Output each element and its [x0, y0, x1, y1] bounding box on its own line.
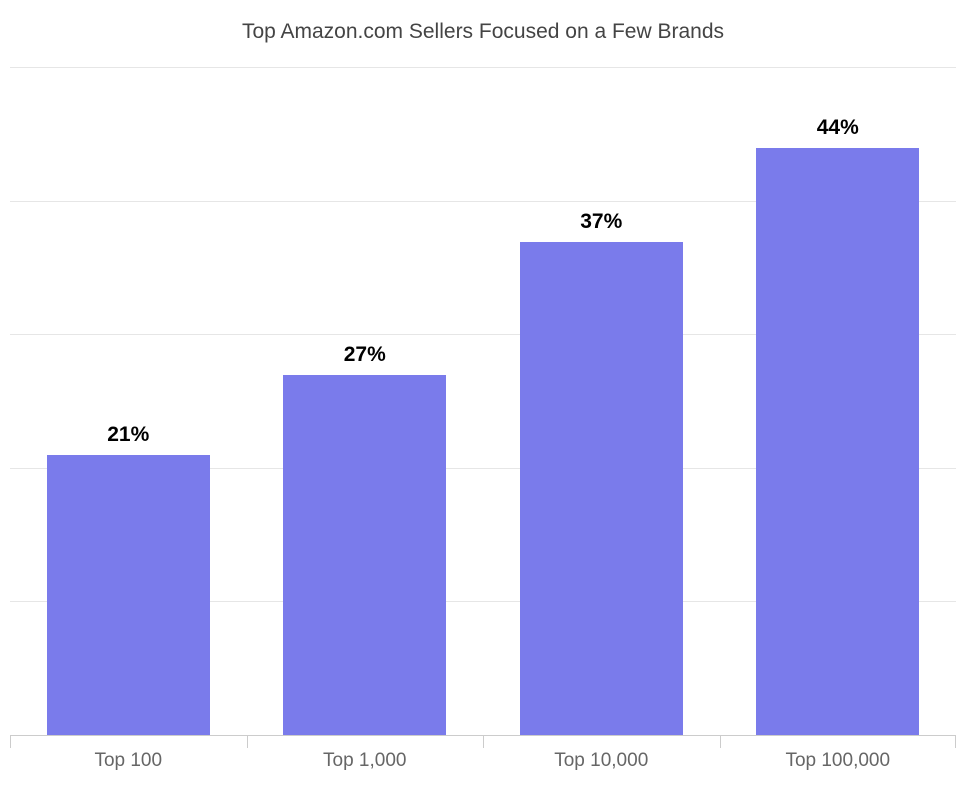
bar: 21% — [47, 455, 210, 736]
chart-title: Top Amazon.com Sellers Focused on a Few … — [0, 20, 966, 44]
bars-wrap: 21% 27% 37% 44% — [10, 68, 956, 736]
x-tick-label: Top 10,000 — [483, 750, 720, 772]
bar-value-label: 37% — [520, 210, 683, 234]
bar-value-label: 27% — [283, 343, 446, 367]
x-tick-label: Top 100 — [10, 750, 247, 772]
x-axis-group: Top 100,000 — [720, 736, 957, 796]
bar: 44% — [756, 148, 919, 736]
plot-area: 21% 27% 37% 44% — [10, 68, 956, 736]
bar: 27% — [283, 375, 446, 736]
x-tick-mark — [10, 736, 11, 748]
x-axis-group: Top 1,000 — [247, 736, 484, 796]
bar-group: 21% — [10, 68, 247, 736]
x-tick-mark — [955, 736, 956, 748]
bar-value-label: 44% — [756, 116, 919, 140]
bar-group: 37% — [483, 68, 720, 736]
x-axis: Top 100Top 1,000Top 10,000Top 100,000 — [10, 736, 956, 796]
bar: 37% — [520, 242, 683, 736]
bar-group: 27% — [247, 68, 484, 736]
x-axis-group: Top 100 — [10, 736, 247, 796]
x-tick-label: Top 100,000 — [720, 750, 957, 772]
x-tick-label: Top 1,000 — [247, 750, 484, 772]
x-tick-mark — [720, 736, 721, 748]
bar-value-label: 21% — [47, 423, 210, 447]
chart-container: Top Amazon.com Sellers Focused on a Few … — [0, 0, 966, 796]
x-tick-mark — [247, 736, 248, 748]
x-tick-mark — [483, 736, 484, 748]
bar-group: 44% — [720, 68, 957, 736]
x-axis-group: Top 10,000 — [483, 736, 720, 796]
